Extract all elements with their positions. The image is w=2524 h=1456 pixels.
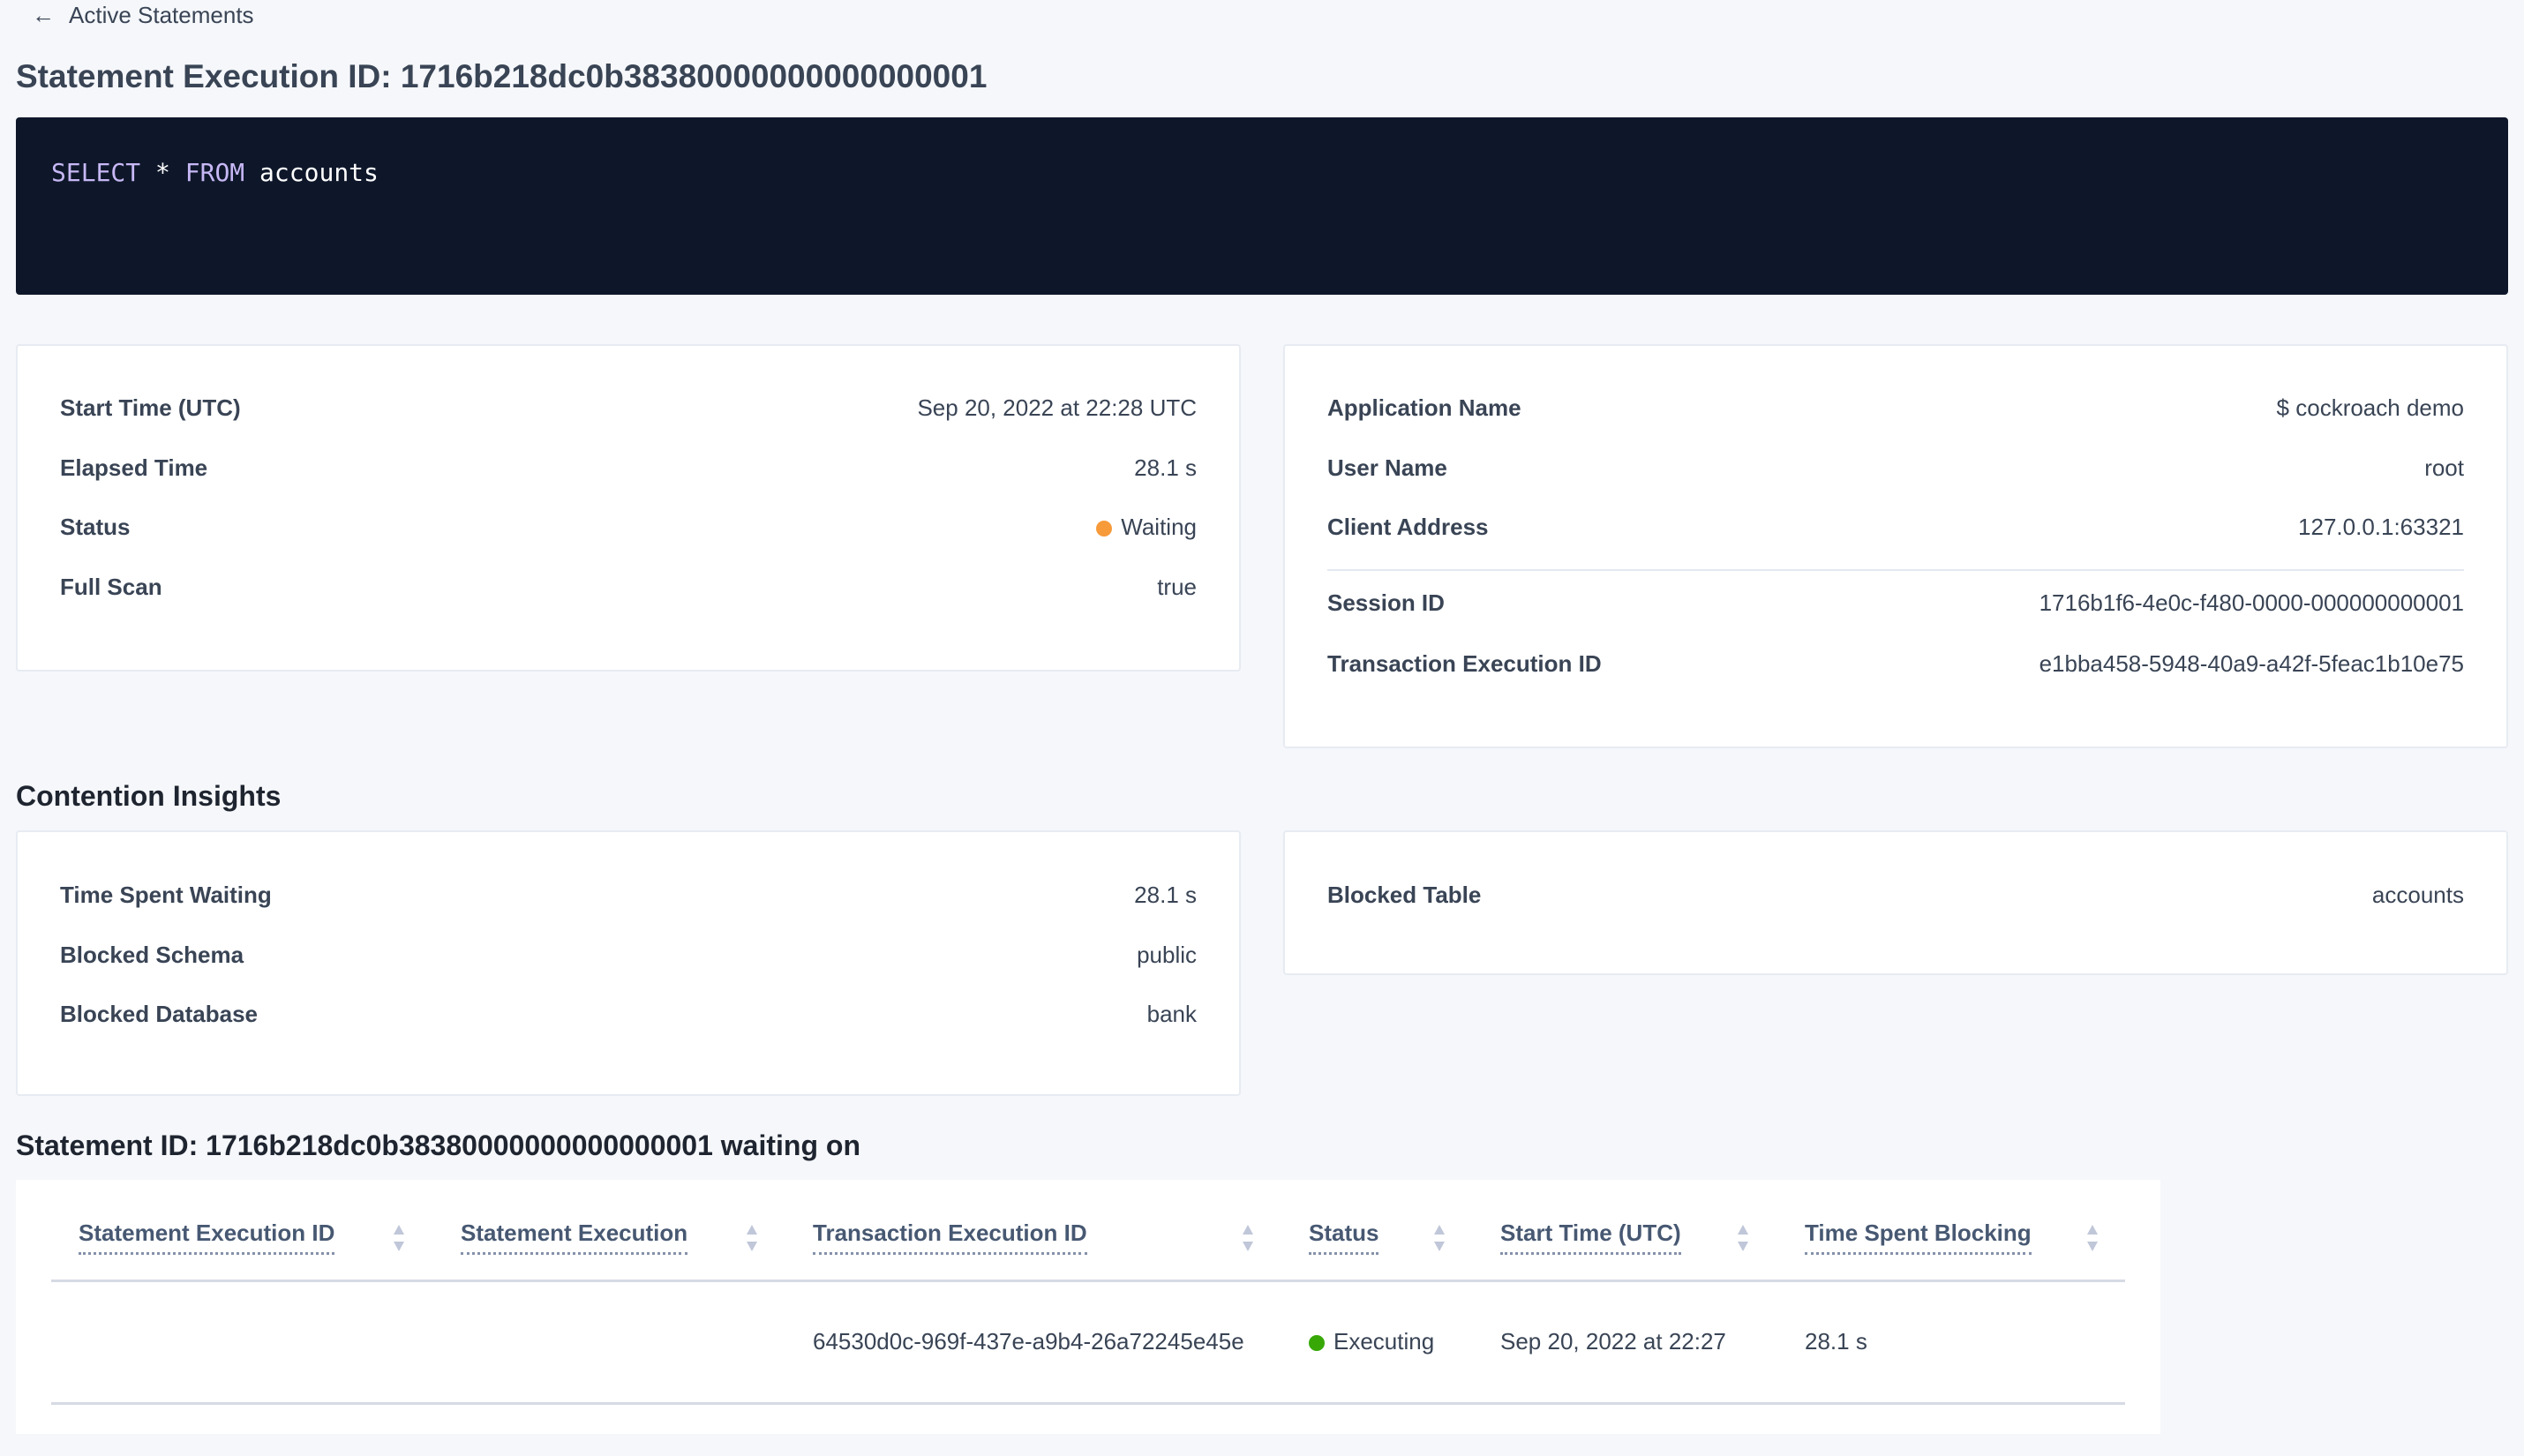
cell-start-time: Sep 20, 2022 at 22:27 bbox=[1500, 1328, 1726, 1355]
detail-row: Blocked Table accounts bbox=[1327, 882, 2464, 909]
detail-label: Start Time (UTC) bbox=[60, 394, 241, 421]
detail-label: Application Name bbox=[1327, 394, 1521, 421]
detail-value: accounts bbox=[2371, 882, 2464, 908]
sort-icon[interactable] bbox=[1736, 1223, 1750, 1253]
detail-row: Elapsed Time 28.1 s bbox=[60, 454, 1197, 482]
cell-status: Executing bbox=[1309, 1328, 1434, 1355]
status-dot-icon bbox=[1309, 1335, 1325, 1352]
detail-label: Session ID bbox=[1327, 589, 1445, 616]
detail-row: User Name root bbox=[1327, 454, 2464, 482]
detail-row: Session ID 1716b1f6-4e0c-f480-0000-000000… bbox=[1327, 589, 2464, 617]
overview-card-left: Start Time (UTC) Sep 20, 2022 at 22:28 UT… bbox=[16, 344, 1241, 672]
back-link-label: Active Statements bbox=[69, 2, 254, 28]
detail-value: root bbox=[2424, 454, 2464, 481]
column-header-time-spent-blocking[interactable]: Time Spent Blocking bbox=[1805, 1220, 2032, 1255]
cell-time-spent-blocking: 28.1 s bbox=[1805, 1328, 1867, 1355]
detail-row: Status Waiting bbox=[60, 514, 1197, 541]
detail-value: $ cockroach demo bbox=[2276, 394, 2464, 421]
detail-label: Blocked Table bbox=[1327, 882, 1482, 908]
contention-card-right: Blocked Table accounts bbox=[1283, 830, 2508, 975]
detail-label: Status bbox=[60, 514, 131, 540]
sort-icon[interactable] bbox=[745, 1223, 759, 1253]
header-divider bbox=[51, 1280, 2125, 1282]
back-link[interactable]: ← Active Statements bbox=[32, 2, 254, 29]
detail-label: Blocked Database bbox=[60, 1001, 258, 1027]
page-title: Statement Execution ID: 1716b218dc0b3838… bbox=[16, 58, 988, 94]
cell-transaction-execution-id: 64530d0c-969f-437e-a9b4-26a72245e45e bbox=[813, 1328, 1244, 1355]
status-dot-icon bbox=[1096, 521, 1113, 537]
column-header-status[interactable]: Status bbox=[1309, 1220, 1379, 1255]
detail-label: Client Address bbox=[1327, 514, 1489, 540]
detail-row: Blocked Schema public bbox=[60, 942, 1197, 969]
status-value: Waiting bbox=[1096, 514, 1197, 541]
sql-star: * bbox=[155, 158, 170, 187]
sort-icon[interactable] bbox=[2085, 1223, 2100, 1253]
detail-label: Full Scan bbox=[60, 574, 162, 600]
detail-row: Application Name $ cockroach demo bbox=[1327, 394, 2464, 422]
sql-keyword: FROM bbox=[184, 158, 245, 187]
column-header-statement-execution[interactable]: Statement Execution bbox=[461, 1220, 688, 1255]
contention-heading: Contention Insights bbox=[16, 780, 282, 812]
detail-label: Elapsed Time bbox=[60, 454, 208, 481]
detail-value: true bbox=[1157, 574, 1197, 600]
sql-table: accounts bbox=[259, 158, 379, 187]
detail-row: Start Time (UTC) Sep 20, 2022 at 22:28 UT… bbox=[60, 394, 1197, 422]
status-text: Waiting bbox=[1121, 514, 1197, 540]
row-divider bbox=[51, 1402, 2125, 1405]
status-text: Executing bbox=[1333, 1328, 1435, 1355]
detail-value: 28.1 s bbox=[1134, 454, 1197, 481]
detail-value: 28.1 s bbox=[1134, 882, 1197, 908]
detail-value: 127.0.0.1:63321 bbox=[2298, 514, 2464, 540]
transaction-id-link[interactable]: e1bba458-5948-40a9-a42f-5feac1b10e75 bbox=[2039, 650, 2464, 677]
session-id-link[interactable]: 1716b1f6-4e0c-f480-0000-000000000001 bbox=[2039, 589, 2464, 616]
detail-row: Client Address 127.0.0.1:63321 bbox=[1327, 514, 2464, 541]
column-header-transaction-execution-id[interactable]: Transaction Execution ID bbox=[813, 1220, 1087, 1255]
detail-row: Blocked Database bank bbox=[60, 1001, 1197, 1028]
detail-value: bank bbox=[1146, 1001, 1197, 1027]
arrow-left-icon: ← bbox=[32, 2, 55, 28]
detail-value: Sep 20, 2022 at 22:28 UTC bbox=[917, 394, 1197, 421]
detail-row: Time Spent Waiting 28.1 s bbox=[60, 882, 1197, 909]
detail-label: Transaction Execution ID bbox=[1327, 650, 1602, 677]
waiting-heading: Statement ID: 1716b218dc0b38380000000000… bbox=[16, 1130, 860, 1161]
waiting-table-card bbox=[16, 1180, 2160, 1434]
detail-value: public bbox=[1137, 942, 1197, 968]
sql-code-block: SELECT * FROM accounts bbox=[16, 117, 2508, 295]
column-header-statement-execution-id[interactable]: Statement Execution ID bbox=[79, 1220, 335, 1255]
sql-keyword: SELECT bbox=[51, 158, 141, 187]
sort-icon[interactable] bbox=[1432, 1223, 1446, 1253]
detail-row: Full Scan true bbox=[60, 574, 1197, 601]
detail-row: Transaction Execution ID e1bba458-5948-40… bbox=[1327, 650, 2464, 678]
detail-label: Time Spent Waiting bbox=[60, 882, 272, 908]
detail-label: Blocked Schema bbox=[60, 942, 244, 968]
contention-card-left: Time Spent Waiting 28.1 s Blocked Schema p… bbox=[16, 830, 1241, 1096]
detail-label: User Name bbox=[1327, 454, 1447, 481]
sort-icon[interactable] bbox=[1241, 1223, 1255, 1253]
sort-icon[interactable] bbox=[392, 1223, 406, 1253]
overview-card-right: Application Name $ cockroach demo User Na… bbox=[1283, 344, 2508, 748]
divider bbox=[1327, 569, 2464, 571]
column-header-start-time[interactable]: Start Time (UTC) bbox=[1500, 1220, 1681, 1255]
